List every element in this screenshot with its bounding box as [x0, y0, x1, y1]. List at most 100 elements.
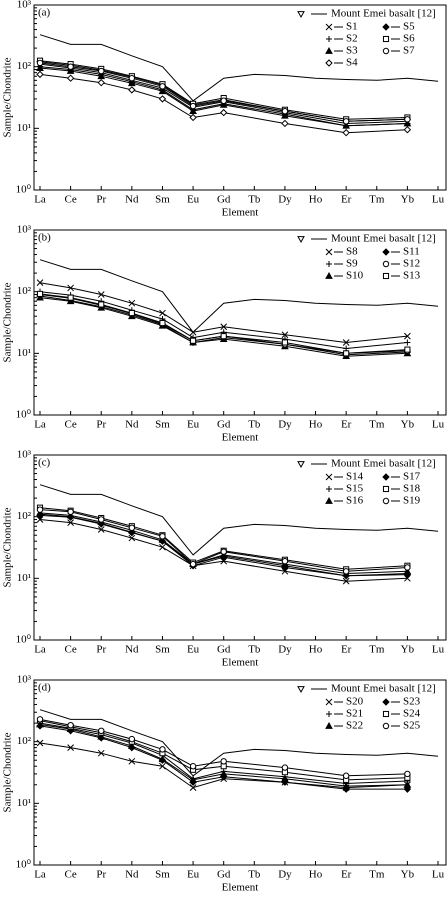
data-marker	[281, 331, 289, 339]
series-line	[39, 720, 408, 781]
panel-label: (d)	[38, 682, 51, 694]
y-axis-title: Sample/Chondrite	[2, 282, 14, 362]
plot-frame	[33, 229, 447, 416]
x-tick-label: Nd	[125, 194, 139, 206]
legend-label: S21	[346, 708, 363, 720]
data-marker	[404, 574, 411, 582]
legend-label: S7	[403, 45, 415, 57]
series-line	[39, 509, 408, 572]
data-marker	[67, 744, 74, 751]
legend-label: S3	[346, 45, 358, 57]
data-marker	[128, 534, 136, 542]
series-line	[39, 513, 408, 577]
data-marker	[403, 785, 412, 793]
data-marker	[281, 107, 289, 115]
legend-label: S16	[346, 495, 364, 507]
data-marker	[97, 734, 105, 742]
series-line	[39, 67, 408, 127]
x-tick-label: Ce	[64, 644, 76, 656]
x-tick-label: Tb	[248, 194, 261, 206]
legend-marker	[382, 497, 390, 505]
series-line	[39, 282, 408, 344]
legend-label: S5	[403, 21, 415, 33]
data-marker	[189, 778, 197, 786]
x-tick-label: La	[34, 644, 46, 656]
data-marker	[128, 86, 136, 94]
x-tick-label: Eu	[187, 194, 200, 206]
x-tick-label: Tb	[248, 419, 261, 431]
data-marker	[36, 279, 44, 287]
series-line	[39, 291, 408, 350]
data-marker	[403, 119, 412, 127]
x-tick-label: Tb	[248, 644, 261, 656]
x-tick-label: Nd	[125, 644, 139, 656]
data-marker	[66, 513, 75, 521]
legend-label: S4	[346, 57, 358, 69]
data-marker	[97, 78, 105, 87]
legend-marker	[325, 23, 333, 31]
legend-label: S23	[403, 696, 421, 708]
x-tick-label: Dy	[278, 194, 292, 206]
data-marker	[36, 716, 44, 723]
data-marker	[189, 102, 197, 110]
series-line	[39, 34, 439, 102]
legend-marker	[382, 35, 390, 43]
plot-frame	[33, 454, 447, 641]
legend-label: S13	[403, 270, 421, 282]
legend-label: Mount Emei basalt [12]	[331, 8, 436, 20]
legend-label: S18	[403, 483, 421, 495]
data-marker	[159, 319, 166, 327]
x-tick-label: Yb	[401, 194, 415, 206]
panel-label: (b)	[38, 232, 51, 244]
data-marker	[404, 346, 411, 353]
x-tick-label: Tb	[248, 869, 261, 881]
y-tick-label: 10²	[17, 510, 32, 522]
x-tick-label: Sm	[155, 194, 170, 206]
x-tick-label: Dy	[278, 869, 292, 881]
x-tick-label: Tm	[369, 644, 385, 656]
series-line	[39, 514, 408, 577]
legend-marker	[382, 698, 390, 706]
legend-marker	[325, 59, 333, 67]
x-tick-label: Gd	[217, 644, 231, 656]
legend-label: S24	[403, 708, 421, 720]
x-tick-label: Yb	[401, 644, 415, 656]
data-marker	[97, 72, 106, 80]
series-line	[39, 259, 439, 333]
series-line	[39, 293, 408, 354]
x-axis-title: Element	[222, 432, 259, 444]
data-marker	[128, 75, 136, 82]
y-tick-label: 10³	[17, 449, 32, 461]
y-tick-label: 10⁰	[16, 634, 32, 646]
legend-label: S2	[346, 33, 358, 45]
y-tick-label: 10⁰	[16, 184, 32, 196]
legend-marker	[297, 11, 305, 19]
data-marker	[36, 64, 44, 71]
panel-label: (a)	[38, 7, 51, 19]
legend-label: S8	[346, 246, 358, 258]
data-marker	[220, 557, 228, 565]
x-tick-label: Lu	[432, 644, 445, 656]
data-marker	[220, 548, 227, 555]
data-marker	[281, 111, 289, 119]
x-tick-label: Lu	[432, 869, 445, 881]
legend-label: S19	[403, 495, 421, 507]
series-line	[39, 62, 408, 122]
data-marker	[220, 97, 227, 104]
y-tick-label: 10³	[17, 224, 32, 236]
y-tick-label: 10¹	[17, 797, 31, 809]
x-tick-label: Tm	[369, 419, 385, 431]
series-line	[39, 722, 408, 785]
data-marker	[342, 128, 350, 137]
x-tick-label: Gd	[217, 869, 231, 881]
legend-marker	[382, 710, 390, 718]
data-marker	[97, 291, 105, 298]
y-tick-label: 10²	[17, 285, 32, 297]
data-marker	[67, 63, 74, 70]
x-tick-label: La	[34, 419, 46, 431]
data-marker	[189, 784, 197, 791]
series-line	[39, 724, 408, 787]
data-marker	[128, 743, 136, 752]
data-marker	[343, 350, 350, 357]
